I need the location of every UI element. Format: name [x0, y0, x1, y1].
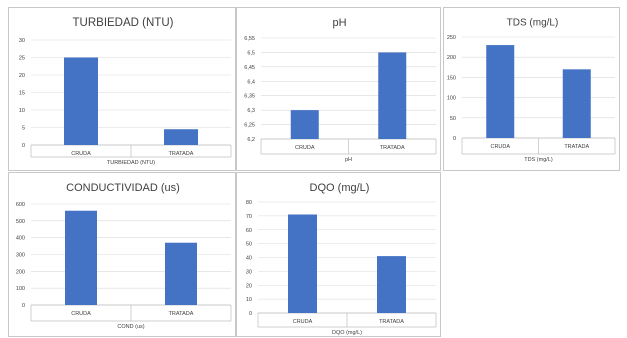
conductividad-y-tick-label: 100	[16, 286, 25, 292]
ph-y-tick-label: 6,5	[247, 50, 255, 56]
dqo-x-axis-title: DQO (mg/L)	[332, 330, 362, 336]
tds-bar-tratada	[562, 69, 591, 138]
dqo-category-label: CRUDA	[293, 319, 313, 325]
ph-y-tick-label: 6,2	[247, 137, 255, 143]
turbiedad-x-axis-title: TURBIEDAD (NTU)	[107, 160, 155, 166]
tds-chart-title: TDS (mg/L)	[507, 18, 559, 29]
tds-chart-svg: TDS (mg/L) 0 50 100 150 200 250 CRUDA TRATADA TDS…	[447, 18, 616, 163]
turbiedad-bar-cruda	[64, 57, 98, 145]
ph-y-tick-label: 6,4	[247, 79, 255, 85]
dqo-y-tick-label: 10	[246, 297, 252, 303]
dqo-bar-tratada	[377, 256, 406, 313]
ph-chart-title: pH	[332, 17, 346, 29]
conductividad-category-label: TRATADA	[169, 311, 194, 317]
tds-y-tick-label: 250	[447, 35, 456, 41]
dqo-y-tick-label: 40	[246, 256, 252, 262]
turbiedad-y-tick-label: 10	[19, 108, 25, 114]
conductividad-y-tick-label: 200	[16, 269, 25, 275]
dqo-chart-svg: DQO (mg/L) 0 10 20 30 40 50 60 70 80 CRUDA TRATADA D…	[246, 182, 437, 336]
ph-x-axis-title: pH	[345, 157, 352, 163]
turbiedad-y-tick-label: 30	[19, 38, 25, 44]
chart-panel-dqo: DQO (mg/L) 0 10 20 30 40 50 60 70 80 CRUDA TRATADA D…	[236, 172, 441, 337]
tds-y-tick-label: 50	[450, 116, 456, 122]
tds-y-tick-label: 150	[447, 75, 456, 81]
turbiedad-bar-tratada	[164, 129, 198, 145]
ph-y-tick-label: 6,3	[247, 108, 255, 114]
dqo-y-tick-label: 20	[246, 283, 252, 289]
chart-panel-ph: pH 6,2 6,25 6,3 6,35 6,4 6,45 6,5 6,55 CRUDA TRATA…	[236, 7, 441, 171]
turbiedad-chart-title: TURBIEDAD (NTU)	[73, 17, 174, 29]
ph-bar-tratada	[378, 52, 407, 139]
dqo-y-tick-label: 80	[246, 200, 252, 206]
dqo-y-tick-label: 60	[246, 228, 252, 234]
tds-y-tick-label: 200	[447, 55, 456, 61]
turbiedad-y-tick-label: 15	[19, 91, 25, 97]
tds-y-tick-label: 0	[453, 136, 456, 142]
tds-category-label: TRATADA	[564, 144, 589, 150]
conductividad-x-axis-title: COND (us)	[117, 324, 144, 330]
tds-category-label: CRUDA	[490, 144, 510, 150]
ph-y-tick-label: 6,35	[244, 94, 255, 100]
chart-panel-tds: TDS (mg/L) 0 50 100 150 200 250 CRUDA TRATADA TDS…	[443, 7, 620, 171]
conductividad-y-tick-label: 0	[22, 303, 25, 309]
ph-bar-cruda	[290, 110, 319, 139]
conductividad-y-tick-label: 600	[16, 202, 25, 208]
ph-category-label: TRATADA	[380, 145, 405, 151]
turbiedad-y-tick-label: 20	[19, 73, 25, 79]
dqo-y-tick-label: 50	[246, 242, 252, 248]
turbiedad-y-tick-label: 25	[19, 56, 25, 62]
conductividad-y-tick-label: 500	[16, 219, 25, 225]
conductividad-bar-tratada	[165, 242, 197, 305]
turbiedad-y-tick-label: 5	[22, 126, 25, 132]
turbiedad-chart-svg: TURBIEDAD (NTU) 0 5 10 15 20 25 30 CRUDA TRATADA T…	[19, 17, 232, 166]
dqo-y-tick-label: 70	[246, 214, 252, 220]
tds-x-axis-title: TDS (mg/L)	[524, 157, 553, 163]
dqo-y-tick-label: 0	[249, 311, 252, 317]
ph-category-label: CRUDA	[295, 145, 315, 151]
conductividad-bar-cruda	[65, 210, 97, 305]
ph-y-tick-label: 6,45	[244, 65, 255, 71]
ph-y-tick-label: 6,25	[244, 123, 255, 129]
chart-panel-turbiedad: TURBIEDAD (NTU) 0 5 10 15 20 25 30 CRUDA TRATADA T…	[8, 7, 236, 171]
ph-y-tick-label: 6,55	[244, 36, 255, 42]
turbiedad-category-label: CRUDA	[71, 151, 91, 157]
dqo-bar-cruda	[288, 214, 317, 313]
tds-bar-cruda	[486, 45, 515, 138]
conductividad-y-tick-label: 400	[16, 236, 25, 242]
ph-chart-svg: pH 6,2 6,25 6,3 6,35 6,4 6,45 6,5 6,55 CRUDA TRATA…	[244, 17, 437, 163]
turbiedad-y-tick-label: 0	[22, 143, 25, 149]
tds-y-tick-label: 100	[447, 96, 456, 102]
conductividad-y-tick-label: 300	[16, 253, 25, 259]
dqo-category-label: TRATADA	[379, 319, 404, 325]
dqo-y-tick-label: 30	[246, 269, 252, 275]
turbiedad-category-label: TRATADA	[169, 151, 194, 157]
conductividad-chart-title: CONDUCTIVIDAD (us)	[66, 182, 180, 194]
conductividad-category-label: CRUDA	[71, 311, 91, 317]
dqo-chart-title: DQO (mg/L)	[310, 182, 370, 194]
conductividad-chart-svg: CONDUCTIVIDAD (us) 0 100 200 300 400 500 600 CRU…	[16, 182, 232, 330]
chart-panel-conductividad: CONDUCTIVIDAD (us) 0 100 200 300 400 500 600 CRU…	[8, 172, 236, 337]
